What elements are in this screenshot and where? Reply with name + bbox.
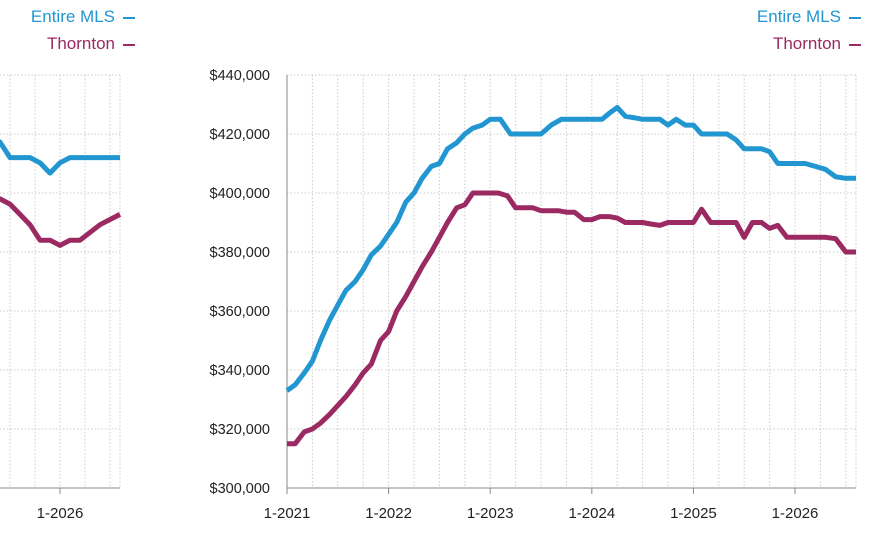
left-x-tick-label: 1-2026 [37, 505, 84, 522]
left-legend-thornton-label: Thornton [46, 34, 115, 53]
y-tick-label: $320,000 [210, 422, 270, 438]
left-legend-entire-mls: Entire MLS [31, 7, 135, 27]
y-tick-label: $340,000 [210, 363, 270, 379]
y-tick-label: $300,000 [210, 481, 270, 497]
right-legend-thornton-label: Thornton [772, 34, 841, 53]
y-tick-label: $400,000 [210, 186, 270, 202]
y-tick-label: $380,000 [210, 245, 270, 261]
right-chart: $440,000 $420,000 $400,000 $380,000 $360,000… [210, 68, 857, 522]
right-legend-thornton: Thornton [773, 34, 861, 54]
left-legend-thornton-swatch [123, 43, 135, 46]
right-legend-entire-mls: Entire MLS [757, 7, 861, 27]
right-legend-entire-mls-label: Entire MLS [756, 7, 841, 26]
left-series-line-entire-mls [0, 139, 120, 176]
right-legend-entire-mls-swatch [849, 16, 861, 19]
left-legend-entire-mls-label: Entire MLS [30, 7, 115, 26]
y-tick-label: $360,000 [210, 304, 270, 320]
x-tick-label: 1-2025 [670, 505, 717, 522]
left-legend-entire-mls-swatch [123, 16, 135, 19]
x-tick-label: 1-2023 [467, 505, 514, 522]
left-legend-thornton: Thornton [47, 34, 135, 54]
x-tick-label: 1-2021 [264, 505, 311, 522]
left-chart: 1-2026 [0, 74, 122, 522]
x-tick-label: 1-2026 [772, 505, 819, 522]
y-tick-label: $420,000 [210, 127, 270, 143]
x-tick-label: 1-2022 [365, 505, 412, 522]
series-line-entire-mls [285, 105, 856, 393]
left-series-line-thornton [0, 196, 122, 248]
x-tick-label: 1-2024 [568, 505, 615, 522]
y-tick-label: $440,000 [210, 68, 270, 84]
series-line-thornton [287, 190, 856, 447]
right-legend-thornton-swatch [849, 43, 861, 46]
